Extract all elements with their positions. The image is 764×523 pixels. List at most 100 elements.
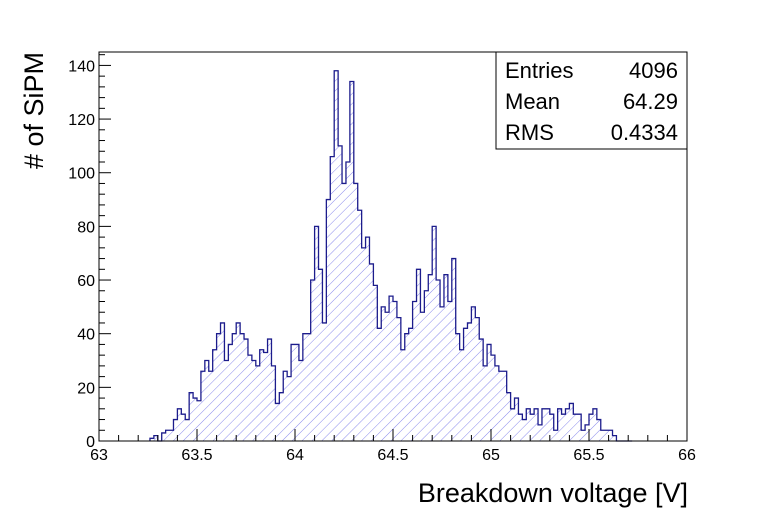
histogram-bin bbox=[545, 408, 550, 441]
histogram-bin bbox=[467, 322, 472, 441]
histogram-bin bbox=[275, 403, 280, 441]
histogram-bin bbox=[541, 408, 546, 441]
histogram-bin bbox=[365, 237, 370, 441]
histogram-bin bbox=[393, 301, 397, 441]
histogram-bin bbox=[338, 145, 343, 441]
x-tick-label: 64.5 bbox=[377, 447, 408, 464]
histogram-bin bbox=[553, 430, 558, 441]
histogram-bin bbox=[169, 430, 174, 441]
histogram-bin bbox=[306, 333, 311, 441]
histogram-bin bbox=[428, 274, 433, 441]
histogram-bin bbox=[197, 400, 201, 441]
y-tick-label: 0 bbox=[86, 434, 95, 451]
histogram-bin bbox=[208, 371, 213, 441]
x-tick-label: 63 bbox=[90, 447, 108, 464]
histogram-bin bbox=[149, 438, 154, 441]
histogram-outline bbox=[149, 70, 633, 442]
histogram-bin bbox=[491, 355, 495, 441]
histogram-bin bbox=[475, 317, 480, 441]
plot-area bbox=[149, 70, 633, 442]
stats-entries-label: Entries bbox=[505, 58, 573, 83]
stats-entries-value: 4096 bbox=[629, 58, 678, 83]
histogram-bin bbox=[185, 419, 190, 441]
histogram-bin bbox=[291, 344, 295, 441]
histogram-bin bbox=[193, 398, 197, 441]
y-tick-label: 140 bbox=[68, 58, 95, 75]
histogram-bin bbox=[557, 408, 562, 441]
histogram-bin bbox=[236, 322, 241, 441]
histogram-bin bbox=[424, 290, 429, 441]
histogram-bin bbox=[514, 398, 519, 441]
histogram-bin bbox=[589, 414, 593, 441]
histogram-bin bbox=[357, 210, 362, 441]
histogram-bin bbox=[451, 258, 456, 441]
histogram-bin bbox=[585, 424, 589, 441]
histogram-bin bbox=[224, 360, 229, 441]
histogram-bin bbox=[510, 408, 515, 441]
histogram-bin bbox=[581, 430, 586, 441]
histogram-bin bbox=[181, 414, 186, 441]
y-tick-label: 100 bbox=[68, 166, 95, 183]
histogram-bin bbox=[373, 285, 378, 441]
histogram-bin bbox=[153, 435, 158, 441]
histogram-bin bbox=[400, 349, 405, 441]
histogram-bin bbox=[244, 339, 248, 441]
histogram-bin bbox=[502, 371, 507, 441]
histogram-bin bbox=[494, 365, 499, 441]
histogram-bin bbox=[538, 424, 542, 441]
histogram-bin bbox=[204, 360, 209, 441]
histogram-bin bbox=[330, 156, 335, 442]
histogram-bin bbox=[483, 365, 488, 441]
histogram-bin bbox=[612, 435, 617, 441]
histogram-bin bbox=[455, 333, 460, 441]
x-axis-label: Breakdown voltage [V] bbox=[418, 478, 688, 508]
histogram-bin bbox=[604, 430, 609, 441]
histogram-bin bbox=[443, 274, 448, 441]
x-tick-label: 63.5 bbox=[181, 447, 212, 464]
y-tick-label: 20 bbox=[77, 380, 95, 397]
axes: 63 63.5 64 64.5 65 65.5 66 0 20 40 60 80 100 120 140 bbox=[68, 51, 696, 464]
histogram-bin bbox=[592, 408, 597, 441]
histogram-bin bbox=[416, 269, 421, 441]
histogram-bin bbox=[487, 344, 491, 441]
histogram-bin bbox=[228, 344, 233, 441]
histogram-bin bbox=[314, 226, 319, 441]
histogram-bin bbox=[263, 352, 268, 441]
histogram-bin bbox=[283, 371, 288, 441]
stats-mean-value: 64.29 bbox=[623, 89, 678, 114]
histogram-bin bbox=[279, 392, 284, 441]
histogram-bin bbox=[565, 408, 570, 441]
histogram-bin bbox=[447, 301, 452, 441]
histogram-bin bbox=[361, 247, 366, 441]
histogram-bin bbox=[298, 360, 303, 441]
histogram-bin bbox=[459, 349, 464, 441]
x-tick-label: 65 bbox=[482, 447, 500, 464]
histogram-bin bbox=[436, 280, 441, 441]
x-tick-label: 64 bbox=[286, 447, 304, 464]
histogram-bin bbox=[220, 322, 225, 441]
histogram-bin bbox=[479, 339, 484, 441]
histogram-bin bbox=[342, 183, 346, 441]
histogram-bin bbox=[530, 414, 535, 441]
histogram-bin bbox=[212, 349, 217, 441]
histogram-bin bbox=[534, 408, 539, 441]
histogram-bin bbox=[404, 333, 409, 441]
x-tick-label: 65.5 bbox=[573, 447, 604, 464]
histogram-bin bbox=[498, 371, 503, 441]
histogram-bin bbox=[295, 344, 299, 441]
histogram-bin bbox=[369, 263, 374, 441]
stats-rms-label: RMS bbox=[505, 120, 554, 145]
histogram-bin bbox=[334, 70, 339, 442]
histogram-bin bbox=[377, 328, 382, 441]
histogram-bin bbox=[200, 371, 205, 441]
histogram-bin bbox=[600, 430, 605, 441]
histogram-bin bbox=[573, 414, 578, 441]
histogram-bin bbox=[549, 414, 554, 441]
histogram-bin bbox=[412, 301, 417, 441]
histogram-bin bbox=[326, 199, 331, 441]
histogram-bin bbox=[302, 333, 307, 441]
histogram-bin bbox=[251, 360, 256, 441]
x-tick-label: 66 bbox=[678, 447, 696, 464]
